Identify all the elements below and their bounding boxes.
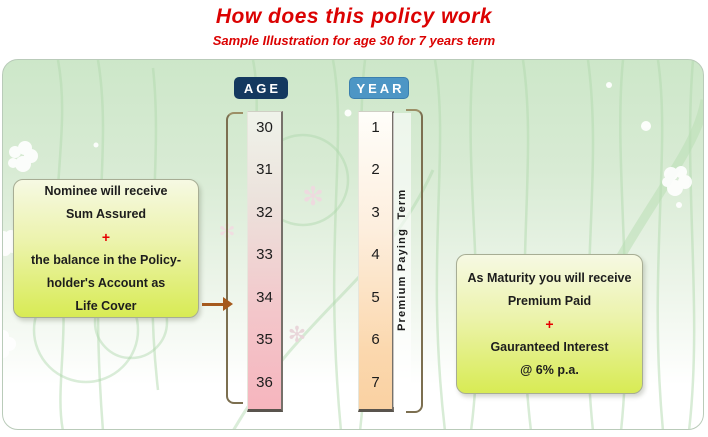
year-column-header: YEAR — [349, 77, 409, 99]
age-cell: 33 — [256, 246, 273, 264]
nominee-callout: Nominee will receive Sum Assured + the bala… — [13, 179, 199, 318]
age-cell: 30 — [256, 119, 273, 136]
age-cell: 36 — [256, 373, 273, 391]
age-column-header: AGE — [234, 77, 288, 99]
callout-line: + — [101, 228, 111, 245]
callout-line: holder's Account as — [46, 275, 166, 290]
year-cell: 3 — [371, 203, 380, 221]
age-cell: 31 — [256, 161, 273, 179]
svg-text:✻: ✻ — [288, 323, 306, 348]
year-bracket — [406, 109, 423, 413]
arrow-shaft — [202, 302, 223, 306]
age-cell: 34 — [256, 288, 273, 306]
year-cell: 7 — [371, 373, 380, 391]
year-column: 1 2 3 4 5 6 7 — [358, 111, 394, 412]
callout-line: the balance in the Policy- — [30, 252, 182, 267]
year-cell: 1 — [371, 119, 380, 136]
page-subtitle: Sample Illustration for age 30 for 7 yea… — [212, 33, 496, 48]
svg-text:✻: ✻ — [302, 182, 324, 212]
arrow-head-right-icon — [223, 297, 233, 311]
callout-line: Sum Assured — [65, 206, 147, 221]
nominee-arrow — [202, 297, 233, 311]
callout-line: Life Cover — [75, 298, 137, 313]
premium-paying-term-label: Premium Paying Term — [393, 113, 411, 407]
age-cell: 32 — [256, 203, 273, 221]
callout-line: @ 6% p.a. — [520, 362, 579, 377]
year-cell: 2 — [371, 161, 380, 179]
callout-line: Gauranteed Interest — [490, 339, 609, 354]
year-cell: 4 — [371, 246, 380, 264]
callout-line: As Maturity you will receive — [467, 270, 632, 285]
callout-line: Nominee will receive — [44, 183, 168, 198]
maturity-callout: As Maturity you will receive Premium Paid… — [456, 254, 643, 394]
year-cell: 5 — [371, 288, 380, 306]
callout-line: Premium Paid — [507, 293, 592, 308]
age-bracket — [226, 112, 243, 404]
page-title: How does this policy work — [215, 5, 493, 28]
age-cell: 35 — [256, 331, 273, 349]
callout-line: + — [545, 315, 554, 332]
year-cell: 6 — [371, 331, 380, 349]
age-column: 30 31 32 33 34 35 36 — [247, 111, 283, 412]
